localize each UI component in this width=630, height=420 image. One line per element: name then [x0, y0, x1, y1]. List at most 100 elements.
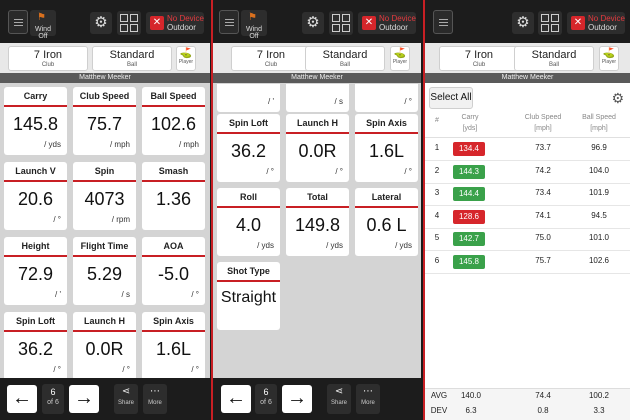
- tile-shot-type[interactable]: Shot Type Straight: [217, 262, 280, 330]
- club-sub: Club: [472, 62, 486, 68]
- select-all-button[interactable]: Select All: [429, 87, 473, 109]
- ball-speed-cell: 101.0: [588, 233, 610, 242]
- club-bar: 7 Iron Club Standard Ball ⛳ Player: [425, 43, 630, 73]
- tile-partial[interactable]: / ': [217, 84, 280, 112]
- carry-badge: 144.4: [453, 187, 485, 201]
- bottom-bar: ← 6 of 6 → ⋖ Share ⋯ More: [0, 378, 210, 420]
- player-button[interactable]: ⛳ Player: [390, 46, 410, 71]
- tile-value: 145.8: [12, 114, 59, 134]
- device-status[interactable]: ✕ No Device Outdoor: [567, 12, 625, 34]
- share-button[interactable]: ⋖ Share: [327, 384, 351, 414]
- ball-selector[interactable]: Standard Ball: [92, 46, 172, 71]
- tile-spin-loft[interactable]: Spin Loft 36.2 / °: [217, 114, 280, 182]
- share-button[interactable]: ⋖ Share: [114, 384, 138, 414]
- ball-speed-cell: 102.6: [588, 255, 610, 265]
- tile-ball-speed[interactable]: Ball Speed 102.6 / mph: [142, 87, 205, 155]
- tile-partial[interactable]: / °: [355, 84, 418, 112]
- more-button[interactable]: ⋯ More: [356, 384, 380, 414]
- tile-partial[interactable]: / s: [286, 84, 349, 112]
- share-label: Share: [330, 400, 347, 406]
- table-row[interactable]: 5 142.7 75.0 101.0: [425, 228, 630, 251]
- header-num: #: [435, 117, 439, 124]
- settings-gear-icon[interactable]: ⚙: [302, 12, 324, 34]
- club-selector[interactable]: 7 Iron Club: [439, 46, 519, 71]
- tile-unit: / rpm: [111, 215, 130, 224]
- ball-selector[interactable]: Standard Ball: [305, 46, 385, 71]
- tile-launch-h[interactable]: Launch H 0.0R / °: [286, 114, 349, 182]
- menu-icon[interactable]: [433, 10, 453, 34]
- tile-rule: [73, 255, 136, 257]
- ball-value: Standard: [109, 49, 155, 61]
- club-selector[interactable]: 7 Iron Club: [231, 46, 311, 71]
- layout-grid-icon[interactable]: [329, 11, 353, 35]
- table-settings-gear-icon[interactable]: ⚙: [611, 90, 624, 106]
- tile-value: 1.6L: [155, 339, 192, 359]
- tile-spin[interactable]: Spin 4073 / rpm: [73, 162, 136, 230]
- wind-button[interactable]: ⚑ Wind Off: [241, 10, 267, 40]
- device-title: No Device: [379, 14, 416, 23]
- metric-tiles: / ' / s / ° Spin Loft 36.2 / ° Launch H 0.0…: [213, 84, 421, 378]
- prev-arrow-icon[interactable]: ←: [221, 385, 251, 413]
- shot-table-panel: ⚙ ✕ No Device Outdoor 7 Iron Club Standa…: [423, 0, 630, 420]
- table-row[interactable]: 1 134.4 73.7 96.9: [425, 138, 630, 161]
- tile-value: 1.36: [155, 189, 192, 209]
- club-speed-cell: 75.0: [535, 233, 551, 242]
- tile-spin-loft[interactable]: Spin Loft 36.2 / °: [4, 312, 67, 378]
- club-sub: Club: [264, 62, 278, 68]
- more-label: More: [361, 400, 375, 406]
- tile-rule: [73, 180, 136, 182]
- tile-total[interactable]: Total 149.8 / yds: [286, 188, 349, 256]
- tile-club-speed[interactable]: Club Speed 75.7 / mph: [73, 87, 136, 155]
- tile-rule: [286, 206, 349, 208]
- tile-unit: / °: [53, 215, 61, 224]
- player-button[interactable]: ⛳ Player: [176, 46, 196, 71]
- settings-gear-icon[interactable]: ⚙: [512, 12, 534, 34]
- tile-rule: [217, 280, 280, 282]
- ball-selector[interactable]: Standard Ball: [514, 46, 594, 71]
- device-status[interactable]: ✕ No Device Outdoor: [146, 12, 204, 34]
- tile-rule: [217, 132, 280, 134]
- tile-spin-axis[interactable]: Spin Axis 1.6L / °: [355, 114, 418, 182]
- next-arrow-icon[interactable]: →: [282, 385, 312, 413]
- tile-rule: [142, 330, 205, 332]
- next-arrow-icon[interactable]: →: [69, 385, 99, 413]
- menu-icon[interactable]: [219, 10, 239, 34]
- layout-grid-icon[interactable]: [117, 11, 141, 35]
- tile-rule: [142, 105, 205, 107]
- club-selector[interactable]: 7 Iron Club: [8, 46, 88, 71]
- layout-grid-icon[interactable]: [538, 11, 562, 35]
- tile-label: Carry: [23, 91, 48, 101]
- device-status[interactable]: ✕ No Device Outdoor: [358, 12, 416, 34]
- tile-launch-h[interactable]: Launch H 0.0R / °: [73, 312, 136, 378]
- wind-button[interactable]: ⚑ Wind Off: [30, 10, 56, 40]
- tile-unit: / °: [53, 365, 61, 374]
- page-number: 6: [50, 387, 56, 397]
- tile-label: Club Speed: [79, 91, 130, 101]
- tile-flight-time[interactable]: Flight Time 5.29 / s: [73, 237, 136, 305]
- carry-badge: 134.4: [453, 142, 485, 156]
- settings-gear-icon[interactable]: ⚙: [90, 12, 112, 34]
- carry-badge: 144.3: [453, 164, 485, 179]
- tile-lateral[interactable]: Lateral 0.6 L / yds: [355, 188, 418, 256]
- tile-spin-axis[interactable]: Spin Axis 1.6L / °: [142, 312, 205, 378]
- tile-smash[interactable]: Smash 1.36: [142, 162, 205, 230]
- wind-label: Wind Off: [246, 26, 262, 40]
- tile-height[interactable]: Height 72.9/ ': [4, 237, 67, 305]
- ball-speed-cell: 104.0: [588, 165, 610, 175]
- player-icon: ⛳: [602, 48, 616, 59]
- table-row[interactable]: 3 144.4 73.4 101.9: [425, 183, 630, 206]
- more-button[interactable]: ⋯ More: [143, 384, 167, 414]
- menu-icon[interactable]: [8, 10, 28, 34]
- tile-rule: [73, 105, 136, 107]
- tile-roll[interactable]: Roll 4.0 / yds: [217, 188, 280, 256]
- tile-rule: [4, 330, 67, 332]
- tile-carry[interactable]: Carry 145.8 / yds: [4, 87, 67, 155]
- tile-launch-v[interactable]: Launch V 20.6 / °: [4, 162, 67, 230]
- table-row[interactable]: 4 128.6 74.1 94.5: [425, 206, 630, 229]
- wind-label: Wind Off: [35, 26, 51, 40]
- tile-aoa[interactable]: AOA -5.0/ °: [142, 237, 205, 305]
- table-row[interactable]: 2 144.3 74.2 104.0: [425, 161, 630, 184]
- prev-arrow-icon[interactable]: ←: [7, 385, 37, 413]
- player-button[interactable]: ⛳ Player: [599, 46, 619, 71]
- table-row[interactable]: 6 145.8 75.7 102.6: [425, 251, 630, 274]
